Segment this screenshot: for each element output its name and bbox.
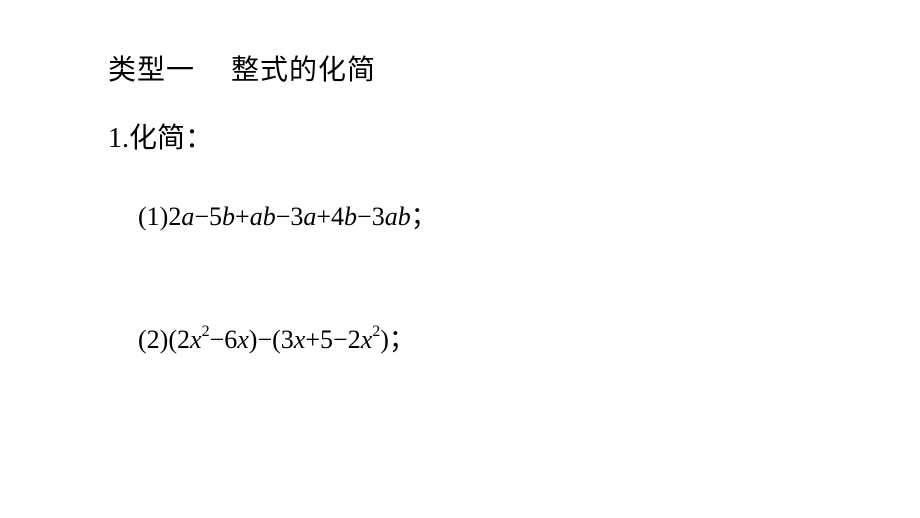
section-title: 整式的化简 [231, 48, 376, 88]
document-content: 类型一 整式的化简 1.化简： (1)2a−5b+ab−3a+4b−3ab； (… [0, 0, 920, 356]
semicolon: ； [389, 325, 415, 354]
problem-number: 1. [108, 123, 129, 154]
section-type-label: 类型一 [108, 48, 195, 88]
semicolon: ； [411, 202, 437, 231]
section-heading: 类型一 整式的化简 [108, 48, 920, 88]
subproblem-number: 1 [147, 202, 160, 231]
subproblem-1: (1)2a−5b+ab−3a+4b−3ab； [108, 196, 920, 233]
expression: (2x2−6x)−(3x+5−2x2) [168, 325, 389, 354]
lparen: ( [138, 202, 147, 231]
subproblem-number: 2 [147, 325, 160, 354]
problem-instruction: 化简： [129, 123, 213, 154]
problem-label: 1.化简： [108, 116, 920, 156]
expression: 2a−5b+ab−3a+4b−3ab [168, 202, 410, 231]
subproblem-2: (2)(2x2−6x)−(3x+5−2x2)； [108, 319, 920, 356]
lparen: ( [138, 325, 147, 354]
